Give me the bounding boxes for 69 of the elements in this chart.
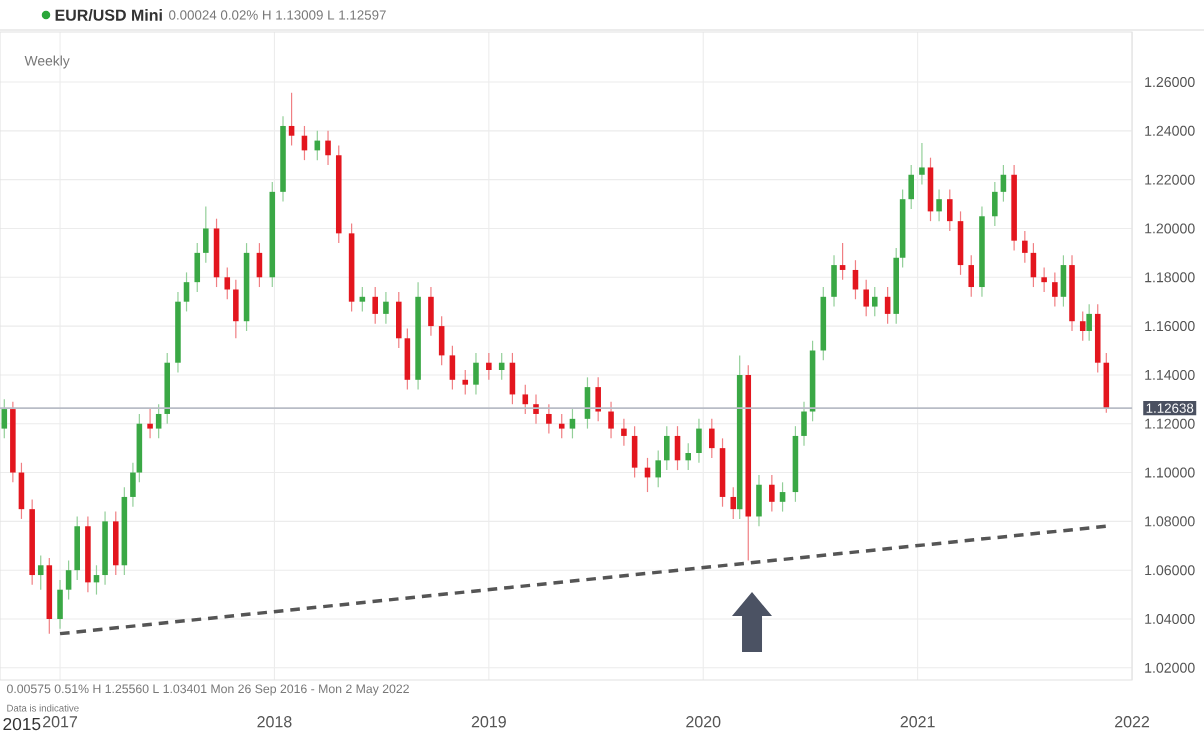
candlestick [147, 408, 153, 439]
candlestick [992, 181, 998, 227]
candlestick [522, 384, 529, 415]
candlestick [203, 205, 209, 264]
candlestick [372, 286, 378, 325]
text: 2015 [3, 717, 41, 731]
candlestick [428, 286, 434, 337]
candlestick [664, 425, 670, 471]
candlestick [462, 369, 469, 396]
candlestick [383, 291, 389, 325]
x-tick-label: 2020 [686, 716, 721, 728]
candlestick [404, 327, 411, 391]
candlestick [957, 210, 964, 276]
candlestick [1, 398, 8, 439]
candlestick [65, 559, 72, 601]
candlestick [801, 401, 807, 447]
candlestick [709, 418, 715, 459]
candlestick [919, 142, 925, 186]
candlestick [359, 286, 366, 313]
candlestick [224, 266, 231, 300]
candlestick [546, 403, 552, 435]
candlestick [631, 425, 638, 479]
candlestick [233, 279, 239, 339]
candlestick [57, 579, 63, 630]
candlestick [908, 164, 914, 210]
chart-title: EUR/USD Mini [55, 9, 162, 21]
candlestick [486, 352, 492, 381]
candlestick [839, 242, 846, 281]
candlestick [779, 481, 786, 513]
candlestick [473, 352, 479, 396]
candlestick [730, 486, 737, 520]
candlestick [183, 271, 190, 313]
candlestick [608, 401, 614, 439]
candlestick [863, 279, 869, 317]
x-tick-label: 2017 [43, 716, 78, 728]
candlestick [112, 510, 119, 576]
candlestick [831, 254, 837, 308]
candlestick [696, 418, 702, 464]
candlestick [968, 254, 975, 298]
candlestick [37, 554, 44, 591]
candlestick [756, 474, 762, 527]
x-tick-label: 2022 [1115, 716, 1150, 728]
x-tick-label: 2021 [900, 716, 935, 728]
candlestick [449, 345, 456, 391]
candlestick [769, 474, 775, 513]
candlestick [558, 413, 565, 439]
candlestick [1022, 230, 1028, 264]
candlestick [1060, 254, 1067, 308]
candlestick [655, 449, 661, 488]
candlestick [569, 408, 576, 439]
candlestick [621, 418, 627, 447]
x-tick-label: 2019 [471, 716, 506, 728]
candlestick [288, 92, 295, 147]
candlestick [155, 403, 162, 439]
candlestick [1041, 266, 1047, 293]
candlestick [325, 130, 331, 166]
candlestick [871, 286, 878, 317]
candlestick [396, 291, 402, 349]
candlestick [947, 188, 953, 232]
candlestick [927, 157, 934, 222]
candlestick [595, 376, 601, 422]
x-tick-label: 2018 [257, 716, 292, 728]
candlestick [1079, 310, 1086, 342]
candlestick [194, 242, 201, 293]
candlestick [74, 515, 80, 581]
candlestick [1052, 271, 1058, 308]
candlestick [936, 188, 942, 222]
candlestick [1086, 303, 1092, 342]
candlestick [685, 442, 692, 471]
